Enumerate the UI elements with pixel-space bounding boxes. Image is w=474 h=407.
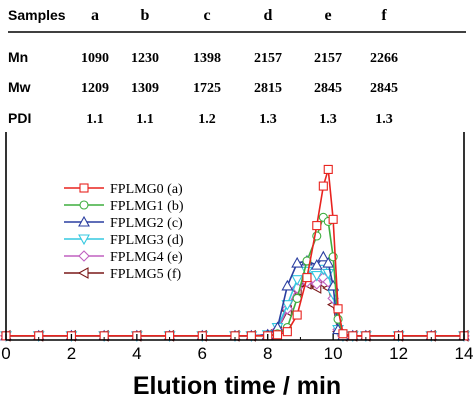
data-point [312, 221, 322, 231]
table-cell: 1090 [81, 51, 109, 66]
sample-table: Samples a b c d e f Mn 1090 1230 1398 2157 2157 2266 M… [8, 7, 466, 127]
data-point [310, 270, 323, 282]
legend-entry: FPLMG5 (f) [64, 267, 182, 282]
legend-marker [78, 250, 90, 262]
legend-label: FPLMG0 (a) [110, 182, 183, 197]
table-row-label: PDI [8, 110, 31, 126]
table-cell: 1.1 [136, 112, 154, 127]
table-row-label: Mn [8, 49, 28, 65]
data-point [328, 214, 338, 224]
legend-label: FPLMG4 (e) [110, 250, 183, 265]
data-point [281, 300, 294, 311]
legend: FPLMG0 (a) FPLMG1 (b) FPLMG2 (c) FPLMG3 (d)… [60, 178, 184, 284]
x-tick-label: 8 [263, 344, 272, 363]
data-point [292, 310, 302, 320]
table-cell: 1.3 [375, 112, 393, 127]
legend-marker [78, 234, 90, 246]
legend-marker [78, 215, 90, 227]
x-tick-label: 6 [198, 344, 207, 363]
data-point [246, 331, 256, 341]
table-header: e [324, 7, 331, 24]
table-header: Samples [8, 7, 66, 23]
table-cell: 1209 [81, 81, 109, 96]
data-point [311, 278, 323, 290]
table-cell: 2266 [370, 51, 398, 66]
data-point [272, 330, 283, 340]
data-point [292, 293, 302, 303]
legend-entry: FPLMG2 (c) [64, 215, 183, 231]
legend-label: FPLMG1 (b) [110, 199, 184, 214]
legend-label: FPLMG2 (c) [110, 216, 183, 231]
table-cell: 1230 [131, 51, 159, 66]
data-point [338, 329, 348, 339]
data-point [322, 256, 335, 268]
data-point [333, 304, 343, 314]
data-point [281, 279, 294, 291]
legend-marker [77, 267, 89, 279]
x-tick-label: 4 [132, 344, 141, 363]
table-cell: 2845 [370, 81, 398, 96]
table-cell: 1309 [131, 81, 159, 96]
axes: 0 2 4 6 8 10 12 14 [1, 132, 473, 363]
legend-entry: FPLMG0 (a) [64, 182, 183, 197]
data-point [282, 327, 292, 337]
legend-marker [79, 183, 89, 193]
x-tick-label: 2 [67, 344, 76, 363]
data-point [317, 250, 330, 262]
legend-label: FPLMG3 (d) [110, 233, 184, 248]
table-cell: 1.3 [319, 112, 337, 127]
legend-marker [79, 200, 89, 210]
table-cell: 1.3 [259, 112, 277, 127]
table-cell: 2157 [314, 51, 342, 66]
data-point [291, 275, 304, 286]
table-cell: 2845 [314, 81, 342, 96]
data-point [348, 331, 358, 341]
data-point [291, 256, 304, 268]
table-header: a [91, 7, 99, 24]
table-header: c [203, 7, 210, 24]
x-tick-label: 12 [389, 344, 408, 363]
table-cell: 1398 [193, 51, 221, 66]
table-cell: 1.1 [86, 112, 104, 127]
x-axis-label: Elution time / min [133, 372, 341, 400]
series-line [6, 276, 464, 337]
table-row-label: Mw [8, 79, 31, 95]
table-header: f [381, 7, 387, 24]
series-line [6, 283, 464, 337]
table-header: b [141, 7, 150, 24]
data-point [318, 181, 328, 191]
x-tick-label: 0 [1, 344, 10, 363]
table-cell: 1.2 [198, 112, 216, 127]
data-point [310, 258, 323, 270]
table-cell: 2157 [254, 51, 282, 66]
legend-entry: FPLMG1 (b) [64, 199, 184, 214]
table-cell: 2815 [254, 81, 282, 96]
legend-entry: FPLMG4 (e) [64, 250, 183, 265]
x-tick-label: 14 [455, 344, 474, 363]
data-point [323, 164, 333, 174]
x-tick-label: 10 [324, 344, 343, 363]
legend-box [60, 178, 176, 284]
data-point [302, 273, 312, 283]
table-cell: 1725 [193, 81, 221, 96]
legend-label: FPLMG5 (f) [110, 267, 182, 282]
table-header: d [264, 7, 273, 24]
legend-entry: FPLMG3 (d) [64, 233, 184, 248]
